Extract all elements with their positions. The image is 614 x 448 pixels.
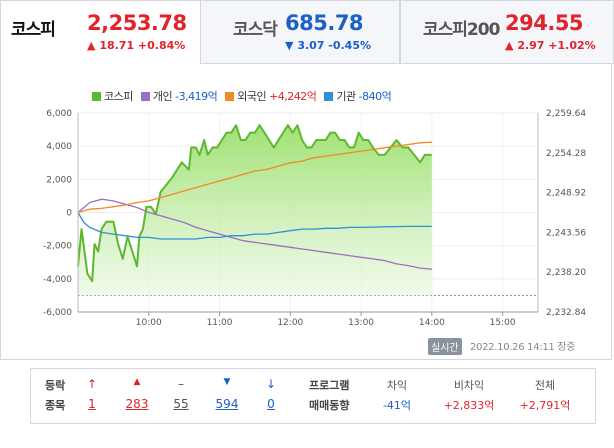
- tab-kospi200-value: 294.55: [505, 11, 584, 35]
- up-arrow-icon: ▲: [505, 39, 514, 52]
- legend-kospi-swatch: [92, 91, 101, 101]
- tab-kospi[interactable]: 코스피 2,253.78 ▲ 18.71 +0.84%: [0, 0, 200, 64]
- program-nonarbitrage-value: +2,833억: [443, 399, 495, 412]
- timestamp: 2022.10.26 14:11 장중: [470, 342, 576, 353]
- chart-legend: 코스피 개인 -3,419억 외국인 +4,242억 기관 -840억: [92, 88, 392, 104]
- x-tick-label: 10:00: [136, 318, 162, 328]
- legend-individual-swatch: [140, 91, 150, 101]
- program-total-header: 전체: [534, 379, 556, 392]
- program-nonarbitrage-header: 비차익: [453, 379, 485, 392]
- legend-institution-swatch: [324, 91, 334, 101]
- legend-institution[interactable]: 기관 -840억: [324, 88, 392, 104]
- legend-individual[interactable]: 개인 -3,419억: [140, 88, 218, 104]
- market-breadth-box: 등락 종목 ↑ 1 ▲ 283 – 55 ▼ 594 ↓ 0 프로그램 매매동향…: [30, 368, 596, 424]
- y-left-tick-label: -2,000: [43, 242, 72, 252]
- chart-panel: [0, 63, 612, 360]
- series-kospi-line: [77, 124, 432, 283]
- program-label-2: 매매동향: [309, 399, 350, 412]
- legend-individual-value: -3,419억: [175, 90, 218, 103]
- program-total-value: +2,791억: [519, 399, 571, 412]
- series-kospi-area: [78, 125, 432, 296]
- legend-kospi[interactable]: 코스피: [92, 88, 133, 104]
- upper-limit-count[interactable]: 1: [88, 397, 96, 411]
- lower-limit-count[interactable]: 0: [267, 397, 275, 411]
- x-tick-label: 12:00: [277, 318, 303, 328]
- rise-icon: ▲: [133, 377, 141, 387]
- tab-kospi200[interactable]: 코스피200 294.55 ▲ 2.97 +1.02%: [400, 0, 614, 64]
- tab-kospi200-name: 코스피200: [423, 20, 500, 40]
- fall-count[interactable]: 594: [215, 397, 239, 411]
- program-label-1: 프로그램: [309, 379, 350, 392]
- realtime-badge[interactable]: 실시간: [428, 338, 462, 355]
- rise-count[interactable]: 283: [125, 397, 149, 411]
- series-foreign-line: [77, 141, 432, 214]
- session-status: 장중: [557, 342, 576, 353]
- unchanged-count[interactable]: 55: [173, 397, 189, 411]
- tab-kosdaq-value: 685.78: [285, 11, 364, 35]
- x-tick-label: 11:00: [207, 318, 233, 328]
- y-left-tick-label: 0: [66, 209, 72, 219]
- intraday-chart: 6,000 4,000 2,000 0 -2,000 -4,000 -6,000 2,259.…: [43, 109, 586, 328]
- legend-foreign-value: +4,242억: [269, 90, 317, 103]
- x-tick-label: 13:00: [348, 318, 374, 328]
- y-right-tick-label: 2,238.20: [546, 268, 586, 278]
- tab-kospi-name: 코스피: [11, 20, 56, 40]
- legend-foreign[interactable]: 외국인 +4,242억: [225, 88, 317, 104]
- up-arrow-icon: ▲: [87, 39, 96, 52]
- upper-limit-icon: ↑: [86, 377, 98, 391]
- program-arbitrage-value: -41억: [382, 399, 412, 412]
- tab-kosdaq[interactable]: 코스닥 685.78 ▼ 3.07 -0.45%: [200, 0, 400, 64]
- y-right-tick-label: 2,232.84: [546, 308, 586, 318]
- y-left-tick-label: -6,000: [43, 308, 72, 318]
- y-right-tick-label: 2,254.28: [546, 149, 586, 159]
- down-arrow-icon: ▼: [285, 39, 294, 52]
- index-tabs: 코스피 2,253.78 ▲ 18.71 +0.84% 코스닥 685.78 ▼…: [0, 0, 614, 64]
- series-individual-line: [77, 198, 432, 270]
- breadth-label-2: 종목: [45, 399, 66, 412]
- series-institution-line: [77, 212, 432, 240]
- y-left-tick-label: -4,000: [43, 275, 72, 285]
- lower-limit-icon: ↓: [265, 377, 277, 391]
- tab-kospi200-change: ▲ 2.97 +1.02%: [505, 39, 596, 52]
- y-left-tick-label: 4,000: [46, 142, 72, 152]
- tab-kosdaq-change: ▼ 3.07 -0.45%: [285, 39, 372, 52]
- x-tick-label: 15:00: [490, 318, 516, 328]
- y-right-tick-label: 2,248.92: [546, 189, 586, 199]
- breadth-label-1: 등락: [45, 379, 66, 392]
- tab-kospi-change: ▲ 18.71 +0.84%: [87, 39, 186, 52]
- fall-icon: ▼: [223, 377, 231, 387]
- x-tick-label: 14:00: [419, 318, 445, 328]
- y-right-tick-label: 2,243.56: [546, 228, 586, 238]
- y-right-tick-label: 2,259.64: [546, 109, 586, 119]
- legend-foreign-swatch: [225, 91, 235, 101]
- unchanged-icon: –: [178, 377, 184, 391]
- program-arbitrage-header: 차익: [386, 379, 408, 392]
- y-left-tick-label: 6,000: [46, 109, 72, 119]
- tab-kospi-value: 2,253.78: [87, 11, 187, 35]
- tab-kosdaq-name: 코스닥: [233, 20, 278, 40]
- y-left-tick-label: 2,000: [46, 175, 72, 185]
- legend-institution-value: -840억: [358, 90, 392, 103]
